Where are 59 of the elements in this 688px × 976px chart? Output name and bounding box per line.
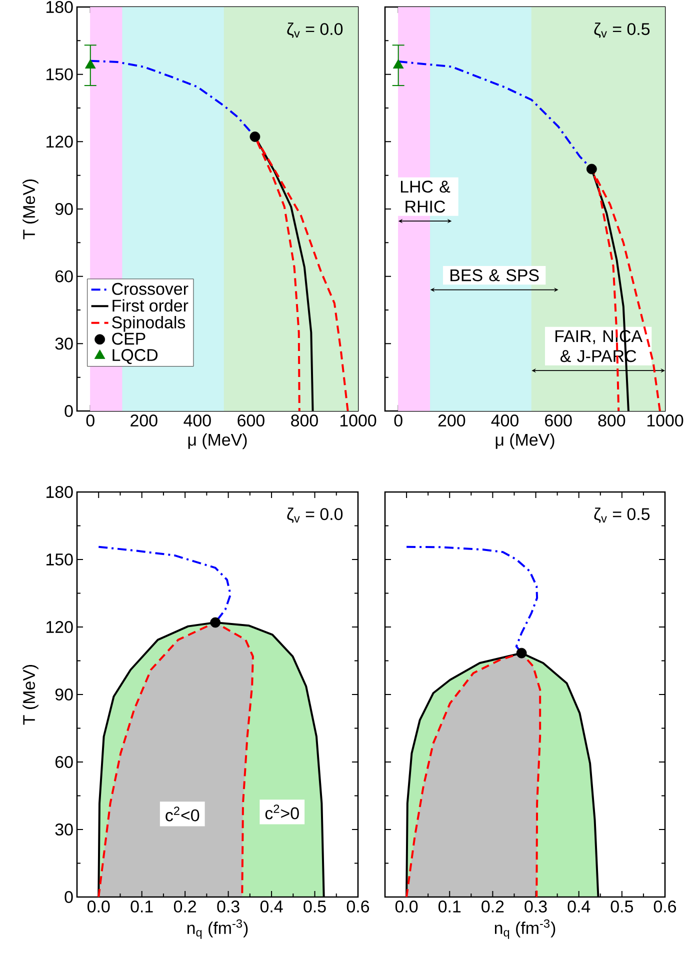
x-tick-label: 0.3 [524, 900, 547, 913]
annotation: c$^{2}$<0 [166, 806, 200, 822]
x-tick-label: 1000 [647, 414, 684, 427]
x-axis-title: μ (MeV) [496, 433, 554, 450]
y-tick-label: 60 [56, 756, 73, 768]
x-tick-label: 0.4 [568, 900, 590, 913]
x-tick-label: 0.5 [610, 900, 633, 913]
x-tick-label: 0.2 [174, 900, 196, 913]
x-tick-label: 0.1 [438, 900, 461, 913]
annotation: ζ$_{v}$ = 0.0 [287, 508, 343, 523]
x-tick-label: 200 [438, 414, 466, 427]
x-tick-label: 0.6 [346, 900, 370, 913]
y-tick-label: 150 [46, 553, 73, 566]
x-axis-title: μ (MeV) [188, 433, 247, 450]
x-tick-label: 0.4 [260, 900, 283, 913]
y-tick-label: 0 [64, 890, 73, 903]
x-tick-label: 0.0 [395, 900, 418, 913]
x-tick-label: 0.6 [654, 900, 676, 913]
band-label: LHC & RHIC [400, 180, 450, 213]
y-axis-title: T (MeV) [22, 664, 38, 725]
x-tick-label: 600 [545, 414, 572, 427]
legend-label: First order [112, 299, 188, 312]
x-tick-label: 0.2 [482, 900, 504, 913]
y-tick-label: 180 [46, 486, 73, 498]
x-axis-title: n$_{q}$ (fm$^{-3}$) [494, 919, 556, 939]
legend-label: LQCD [112, 349, 158, 364]
band-label: BES & SPS [450, 269, 539, 282]
annotation: ζ$_{v}$ = 0.5 [594, 508, 650, 523]
y-tick-label: 30 [55, 338, 73, 350]
y-axis-title: T (MeV) [22, 179, 38, 240]
y-tick-label: 120 [46, 620, 73, 633]
x-tick-label: 200 [130, 414, 158, 427]
legend-label: Spinodals [112, 316, 186, 332]
y-tick-label: 30 [55, 823, 73, 836]
annotation: c$^{2}$>0 [265, 804, 299, 820]
x-axis-title: n$_{q}$ (fm$^{-3}$) [187, 919, 248, 939]
y-tick-label: 180 [46, 0, 73, 13]
y-tick-label: 0 [64, 404, 73, 417]
x-tick-label: 600 [238, 414, 264, 427]
x-tick-label: 0 [394, 414, 402, 427]
y-tick-label: 150 [46, 68, 73, 80]
annotation: ζ$_{v}$ = 0.0 [287, 22, 343, 38]
x-tick-label: 400 [184, 414, 211, 427]
y-tick-label: 90 [55, 202, 73, 215]
x-tick-label: 1000 [340, 414, 376, 427]
x-tick-label: 400 [491, 414, 518, 427]
x-tick-label: 0.0 [88, 900, 110, 913]
x-tick-label: 0 [86, 414, 94, 427]
x-tick-label: 0.1 [130, 900, 153, 913]
y-tick-label: 90 [55, 688, 73, 700]
x-tick-label: 800 [291, 414, 318, 427]
x-tick-label: 800 [598, 414, 626, 427]
y-tick-label: 120 [46, 136, 73, 148]
annotation: ζ$_{v}$ = 0.5 [594, 22, 650, 38]
legend-label: CEP [112, 332, 146, 345]
legend-label: Crossover [112, 282, 188, 295]
x-tick-label: 0.5 [304, 900, 326, 913]
x-tick-label: 0.3 [217, 900, 240, 913]
y-tick-label: 60 [56, 270, 73, 282]
